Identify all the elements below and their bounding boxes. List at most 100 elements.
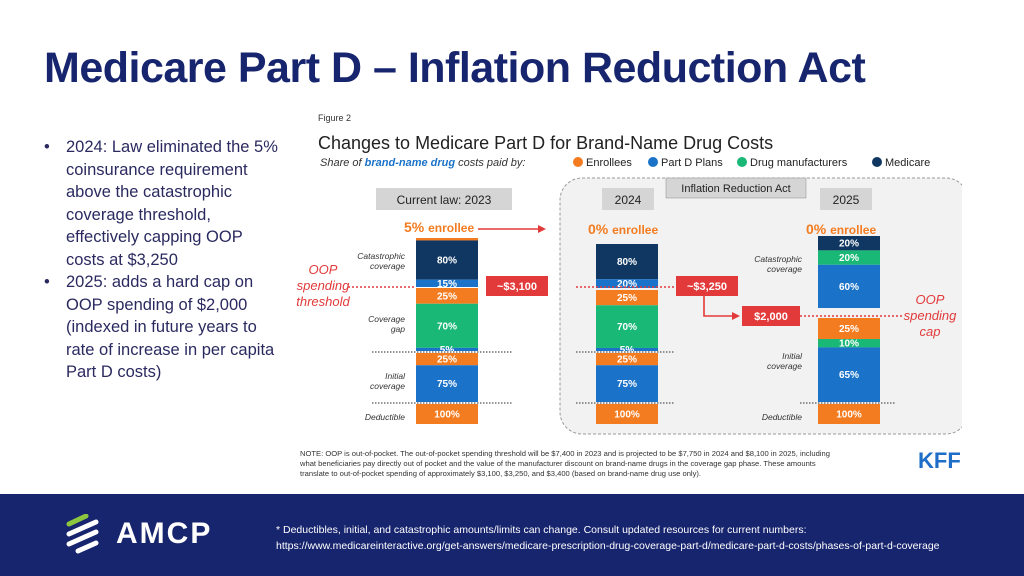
bar-segments: 80%15%25%70%5%25%75%100%80%20%25%70%5%25… (416, 236, 880, 424)
enrollee-label-2024: 0% enrollee (588, 221, 658, 237)
bar-segment-2024-coverage-gap-part-d-plans (596, 347, 658, 351)
header-box-2023 (376, 188, 512, 210)
note-line: NOTE: OOP is out-of-pocket. The out-of-p… (300, 449, 830, 458)
bar-label: 65% (839, 370, 859, 381)
bar-segment-2023-coverage-gap-drug-manufacturers (416, 303, 478, 348)
bar-label: 100% (614, 410, 640, 421)
amcp-logo: AMCP (64, 514, 212, 554)
legend: Enrollees Part D Plans Drug manufacturer… (573, 157, 930, 169)
legend-swatch-manufacturers (737, 157, 747, 167)
phase-label-initial: Initial coverage (370, 371, 406, 391)
header-box-2024 (602, 188, 654, 210)
bar-segment-2025-catastrophic-coverage-drug-manufacturers (818, 250, 880, 265)
chart-title: Changes to Medicare Part D for Brand-Nam… (318, 133, 773, 153)
chart-note: NOTE: OOP is out-of-pocket. The out-of-p… (299, 449, 830, 478)
bar-label: 25% (839, 324, 859, 335)
legend-swatch-medicare (872, 157, 882, 167)
ira-label-box (665, 177, 807, 199)
bar-segment-2023-catastrophic-coverage-enrollees (416, 238, 478, 241)
bar-label: 5% (440, 345, 455, 356)
amcp-logo-icon (66, 514, 99, 554)
bar-label: 25% (617, 293, 637, 304)
oop-threshold-annotation: OOP spending threshold (296, 262, 350, 309)
enrollee-label-2023: 5% enrollee (404, 219, 474, 235)
header-box-2025 (820, 188, 872, 210)
bar-segment-2023-catastrophic-coverage-medicare (416, 240, 478, 280)
bar-segment-2025-initial-coverage-enrollees (818, 318, 880, 339)
bar-segment-2024-coverage-gap-enrollees (596, 290, 658, 306)
phase-boundaries (372, 351, 895, 404)
bar-segment-2024-coverage-gap-drug-manufacturers (596, 305, 658, 348)
phase-label-coverage-gap: Coverage gap (368, 314, 405, 334)
phase-label-deductible-2025: Deductible (762, 412, 802, 422)
bar-segment-2025-initial-coverage-part-d-plans (818, 347, 880, 402)
bullet-list: 2024: Law eliminated the 5% coinsurance … (44, 136, 284, 384)
bullet-2025: 2025: adds a hard cap on OOP spending of… (44, 271, 284, 384)
bar-label: 80% (617, 257, 637, 268)
bar-label: 75% (617, 379, 637, 390)
phase-label-initial-2025: Initial coverage (767, 351, 803, 371)
phase-labels-left: Catastrophic coverage Coverage gap Initial… (357, 251, 406, 422)
enrollee-arrow-head (538, 225, 546, 233)
bar-label: 10% (839, 339, 859, 350)
bar-segment-2025-deductible-enrollees (818, 404, 880, 424)
bar-label: 70% (617, 322, 637, 333)
bar-segment-2024-initial-coverage-enrollees (596, 353, 658, 366)
threshold-connector-head (732, 312, 740, 320)
footer: AMCP * Deductibles, initial, and catastr… (0, 494, 1024, 576)
bar-segment-2023-catastrophic-coverage-part-d-plans (416, 279, 478, 287)
figure-label: Figure 2 (318, 113, 351, 123)
ira-label: Inflation Reduction Act (681, 183, 790, 195)
bar-label: 75% (437, 379, 457, 390)
bar-label: 100% (434, 410, 460, 421)
figure: Figure 2 Changes to Medicare Part D for … (290, 108, 962, 488)
footnote-url[interactable]: https://www.medicareinteractive.org/get-… (276, 540, 940, 552)
figure-canvas: Figure 2 Changes to Medicare Part D for … (296, 113, 962, 478)
bar-label: 70% (437, 321, 457, 332)
footnote: * Deductibles, initial, and catastrophic… (276, 522, 1020, 554)
bar-label: 25% (437, 291, 457, 302)
phase-label-catastrophic-2025: Catastrophic coverage (754, 254, 802, 274)
threshold-connector (703, 296, 732, 317)
enrollee-label-2025: 0% enrollee (806, 221, 876, 237)
legend-swatch-plans (648, 157, 658, 167)
bar-segment-2024-catastrophic-coverage-medicare (596, 244, 658, 280)
bar-label: 20% (617, 279, 637, 290)
bar-label: 15% (437, 279, 457, 290)
bar-segment-2023-deductible-enrollees (416, 404, 478, 424)
bar-segment-2025-initial-coverage-drug-manufacturers (818, 339, 880, 348)
bar-segment-2024-deductible-enrollees (596, 404, 658, 424)
bar-segment-2023-coverage-gap-part-d-plans (416, 347, 478, 351)
phase-labels-right: Catastrophic coverage Initial coverage Ded… (754, 254, 803, 422)
threshold-box-2023 (486, 276, 548, 296)
oop-cap-annotation: OOP spending cap (904, 292, 958, 339)
bar-label: 20% (839, 239, 859, 250)
legend-enrollees: Enrollees (586, 157, 632, 169)
header-2023: Current law: 2023 (397, 193, 492, 207)
bar-label: 20% (839, 253, 859, 264)
bar-label: 60% (839, 282, 859, 293)
bar-segment-2025-catastrophic-coverage-part-d-plans (818, 264, 880, 308)
kff-logo: KFF (918, 448, 961, 473)
bar-segment-2023-initial-coverage-enrollees (416, 353, 478, 366)
threshold-box-2025 (742, 306, 800, 326)
bar-label: 80% (437, 256, 457, 267)
threshold-box-2024 (676, 276, 738, 296)
header-2024: 2024 (615, 193, 642, 207)
threshold-2024: ~$3,250 (687, 281, 727, 293)
phase-label-catastrophic: Catastrophic coverage (357, 251, 405, 271)
threshold-lines (348, 286, 902, 317)
bar-label: 25% (437, 355, 457, 366)
legend-swatch-enrollees (573, 157, 583, 167)
threshold-2023: ~$3,100 (497, 281, 537, 293)
bar-segment-2023-coverage-gap-enrollees (416, 288, 478, 304)
bar-label: 25% (617, 355, 637, 366)
chart-subtitle: Share of brand-name drug costs paid by: (320, 157, 525, 169)
header-2025: 2025 (833, 193, 860, 207)
footnote-line: * Deductibles, initial, and catastrophic… (276, 524, 807, 536)
threshold-2025: $2,000 (754, 311, 788, 323)
legend-plans: Part D Plans (661, 157, 723, 169)
bar-label: 5% (620, 345, 635, 356)
note-line: translate to out-of-pocket spending of a… (300, 469, 701, 478)
legend-medicare: Medicare (885, 157, 930, 169)
